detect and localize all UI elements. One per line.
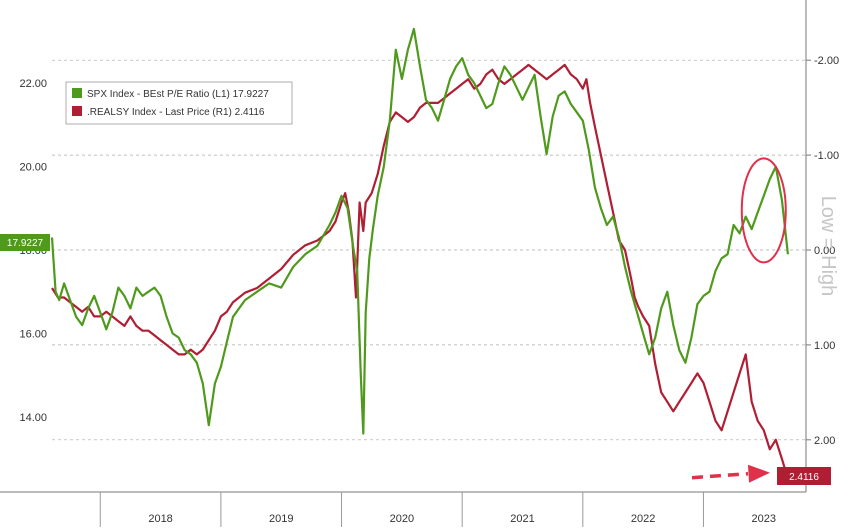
left-tick-label: 22.00 [19,78,47,90]
annotation-layer [691,157,787,483]
x-tick-label: 2019 [269,513,293,525]
x-tick-label: 2021 [510,513,534,525]
series-layer [50,27,789,480]
right-tick-label: 0.00 [814,245,835,257]
right-tick-label: 2.00 [814,435,835,447]
legend-swatch-spx [72,88,82,98]
legend-entry-realsy: .REALSY Index - Last Price (R1) 2.4116 [87,107,265,118]
x-tick-label: 2022 [631,513,655,525]
highlight-arrow-shaft [691,471,749,480]
right-axis: -2.00 -1.00 0.00 1.00 2.00 [805,0,839,492]
series-line-spx-pe [50,27,789,435]
x-tick-label: 2018 [148,513,172,525]
highlight-arrow-head [748,464,770,483]
right-axis-side-label: Low = High [817,196,839,297]
right-tick-label: -2.00 [814,55,839,67]
right-badge-text: 2.4116 [789,472,819,483]
left-badge-box [0,234,50,251]
x-tick-label: 2023 [752,513,776,525]
legend: SPX Index - BEst P/E Ratio (L1) 17.9227 … [65,81,293,125]
legend-entry-spx: SPX Index - BEst P/E Ratio (L1) 17.9227 [87,89,269,100]
legend-swatch-realsy [72,106,82,116]
left-tick-label: 20.00 [19,162,47,174]
x-tick-label: 2020 [390,513,414,525]
x-axis: 2018 2019 2020 2021 2022 2023 [0,491,806,527]
left-badge-text: 17.9227 [7,238,44,249]
legend-box [65,81,293,125]
right-badge-box [777,467,831,485]
left-last-value-badge: 17.9227 [0,234,50,251]
right-tick-label: -1.00 [814,150,839,162]
left-tick-label: 16.00 [19,328,47,340]
series-line-realsy [51,63,789,480]
left-tick-label: 14.00 [19,412,47,424]
highlight-circle [740,157,787,264]
right-tick-label: 1.00 [814,340,835,352]
right-last-value-badge: 2.4116 [777,467,831,485]
